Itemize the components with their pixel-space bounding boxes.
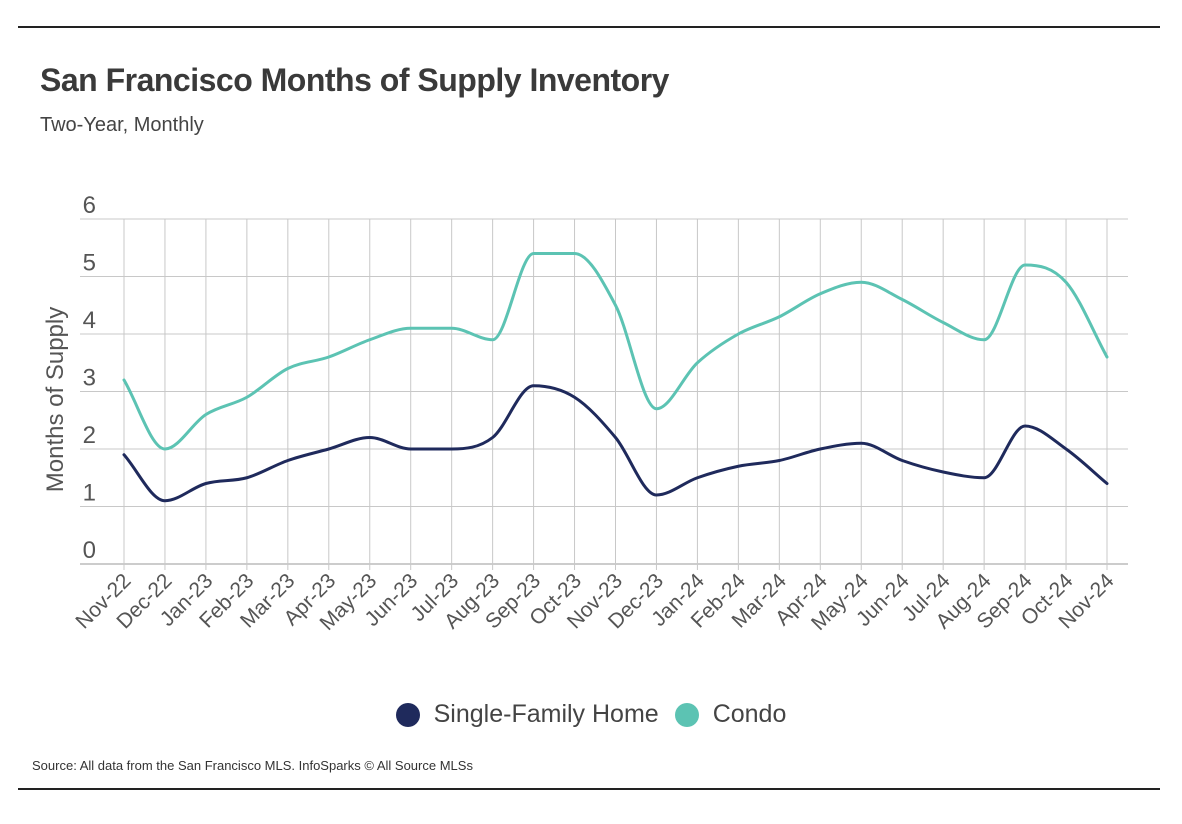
bottom-rule (18, 788, 1160, 790)
legend-label-condo: Condo (712, 700, 787, 728)
legend-swatch-condo (674, 702, 699, 727)
y-tick-label: 0 (83, 537, 96, 564)
legend-label-single-family: Single-Family Home (433, 700, 659, 728)
line-chart: 0123456Nov-22Dec-22Jan-23Feb-23Mar-23Apr… (42, 192, 1128, 635)
y-tick-label: 2 (83, 422, 96, 449)
y-tick-label: 1 (83, 480, 96, 507)
legend-item-condo: Condo (674, 700, 787, 729)
y-tick-label: 5 (83, 250, 96, 277)
legend-item-single-family: Single-Family Home (395, 700, 659, 729)
y-tick-label: 6 (83, 192, 96, 219)
top-rule (18, 26, 1160, 28)
legend-swatch-single-family (395, 702, 420, 727)
chart-subtitle: Two-Year, Monthly (40, 114, 204, 136)
y-axis-label: Months of Supply (42, 307, 69, 492)
series-line-single-family-home (122, 384, 1109, 503)
chart-title: San Francisco Months of Supply Inventory (40, 62, 669, 98)
series-line-condo (122, 252, 1109, 451)
legend: Single-Family Home Condo (0, 700, 1182, 729)
y-tick-label: 4 (83, 307, 96, 334)
y-tick-label: 3 (83, 365, 96, 392)
source-note: Source: All data from the San Francisco … (32, 758, 473, 773)
